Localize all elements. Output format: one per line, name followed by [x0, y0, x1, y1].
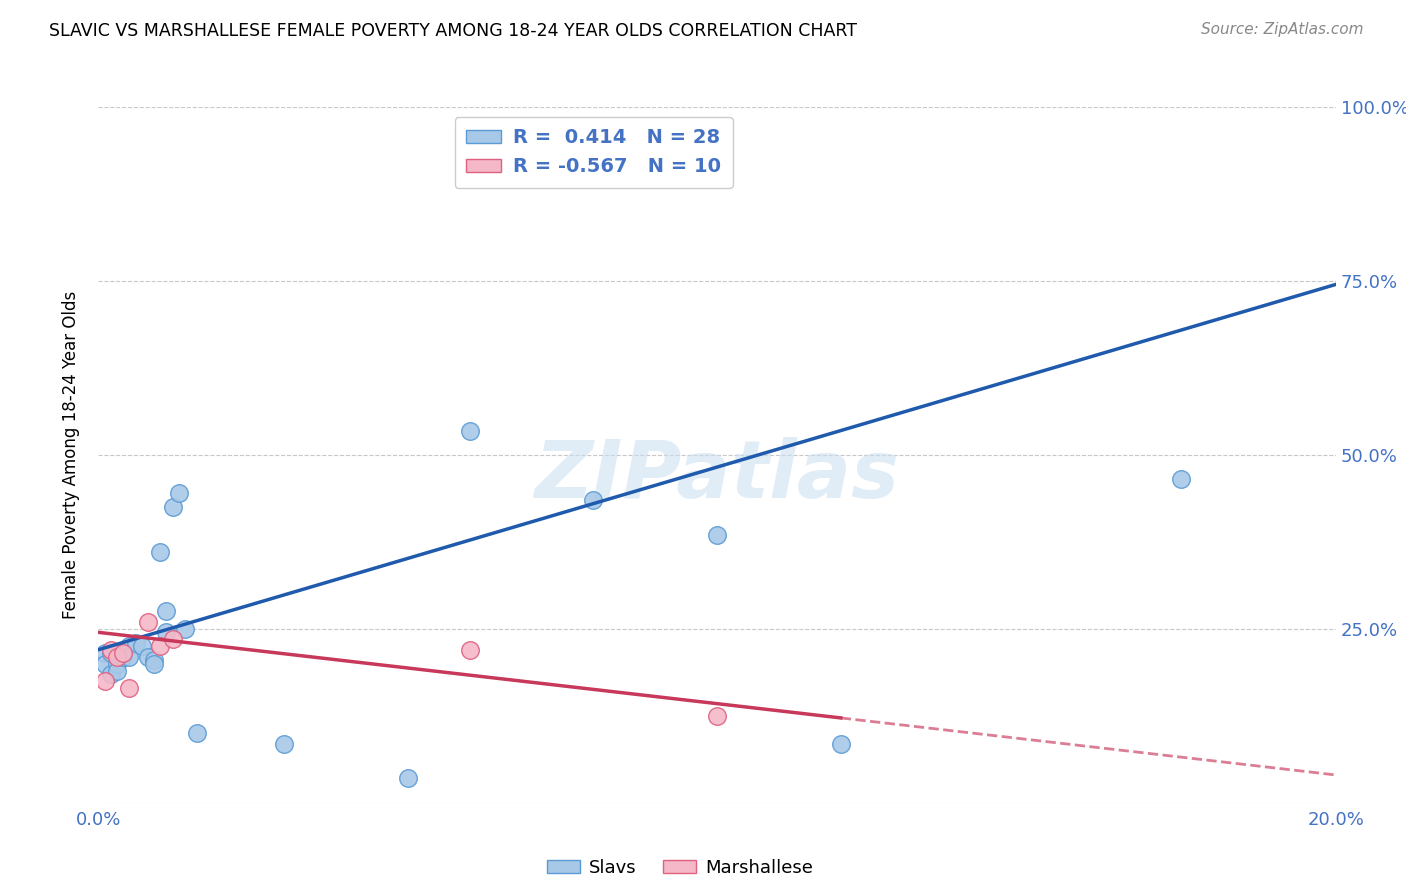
Point [100, 667, 122, 681]
Point [131, 639, 153, 653]
Point [136, 649, 159, 664]
Point [93, 657, 115, 671]
Point [458, 642, 481, 657]
Point [273, 737, 295, 751]
Point [112, 646, 135, 660]
Point [155, 605, 177, 619]
Point [149, 545, 172, 559]
Point [186, 726, 208, 740]
Point [100, 646, 122, 660]
Y-axis label: Female Poverty Among 18-24 Year Olds: Female Poverty Among 18-24 Year Olds [62, 291, 80, 619]
Point [100, 642, 122, 657]
Point [396, 772, 419, 786]
Text: Source: ZipAtlas.com: Source: ZipAtlas.com [1201, 22, 1364, 37]
Point [118, 681, 141, 695]
Point [706, 708, 728, 723]
Point [162, 632, 184, 647]
Point [112, 649, 135, 664]
Text: SLAVIC VS MARSHALLESE FEMALE POVERTY AMONG 18-24 YEAR OLDS CORRELATION CHART: SLAVIC VS MARSHALLESE FEMALE POVERTY AMO… [49, 22, 858, 40]
Text: ZIPatlas: ZIPatlas [534, 437, 900, 515]
Point [149, 639, 172, 653]
Point [167, 486, 190, 500]
Point [162, 500, 184, 514]
Point [105, 664, 128, 678]
Point [582, 493, 605, 508]
Point [105, 657, 128, 671]
Point [830, 737, 852, 751]
Point [143, 657, 166, 671]
Legend: Slavs, Marshallese: Slavs, Marshallese [540, 852, 820, 884]
Point [136, 615, 159, 629]
Point [118, 649, 141, 664]
Point [155, 625, 177, 640]
Point [124, 636, 146, 650]
Point [118, 639, 141, 653]
Point [93, 674, 115, 689]
Point [706, 528, 728, 542]
Point [458, 424, 481, 438]
Point [93, 646, 115, 660]
Point [143, 653, 166, 667]
Point [105, 649, 128, 664]
Point [174, 622, 197, 636]
Point [1170, 472, 1192, 486]
